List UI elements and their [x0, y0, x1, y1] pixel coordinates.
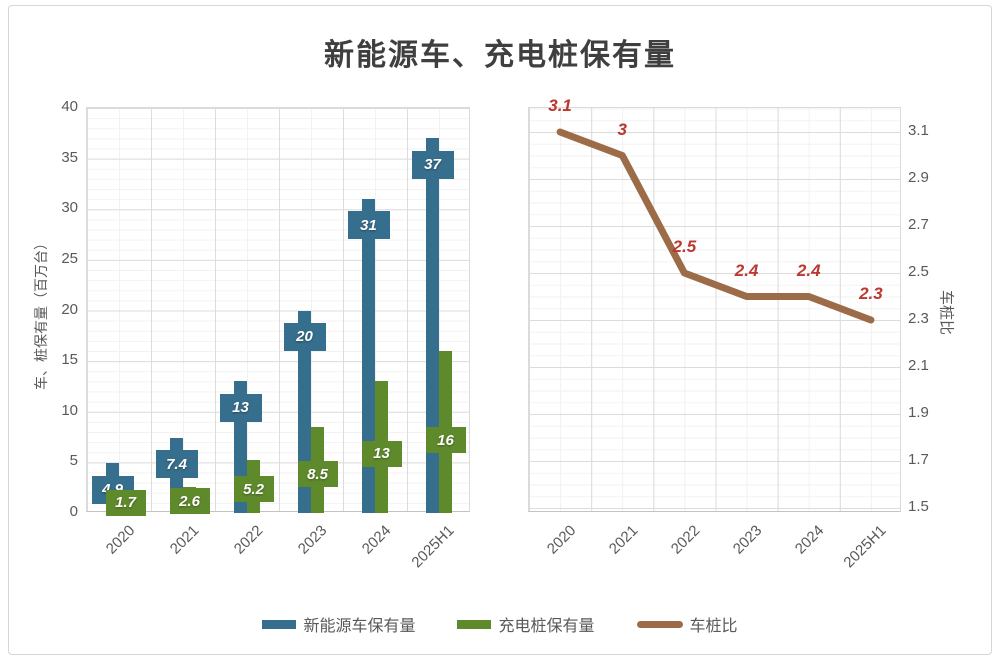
- right-y-tick-2.5: 2.5: [908, 263, 929, 280]
- bar-x-label-2024: 2024: [358, 522, 395, 558]
- left-y-tick-25: 25: [61, 249, 78, 267]
- bar-x-label-2022: 2022: [230, 522, 267, 558]
- right-y-axis-title: 车桩比: [937, 289, 955, 335]
- ev-bar-2024: [362, 199, 375, 513]
- ev-bar-value-2021: 7.4: [155, 450, 198, 479]
- line-x-label-2025H1: 2025H1: [840, 522, 890, 572]
- left-y-tick-30: 30: [61, 199, 78, 217]
- right-y-tick-1.5: 1.5: [908, 498, 929, 515]
- ratio-line-svg: [556, 128, 875, 324]
- left-y-tick-5: 5: [69, 452, 78, 470]
- ratio-value-2020: 3.1: [548, 96, 572, 115]
- legend-item-pile: 充电桩保有量: [457, 612, 595, 636]
- chart-title: 新能源车、充电桩保有量: [324, 39, 676, 72]
- ev-bar-swatch-icon: [262, 619, 297, 629]
- ratio-value-2022: 2.5: [672, 237, 697, 256]
- left-y-tick-20: 20: [61, 300, 78, 318]
- legend-label-pile: 充电桩保有量: [498, 618, 595, 635]
- pile-bar-value-2020: 1.7: [105, 489, 146, 516]
- ratio-value-2025H1: 2.3: [859, 284, 883, 303]
- right-y-tick-2.3: 2.3: [908, 310, 929, 327]
- pile-bar-value-2025H1: 16: [425, 427, 466, 454]
- left-y-tick-15: 15: [61, 351, 78, 369]
- ratio-value-2021: 3: [617, 119, 627, 139]
- pile-bar-swatch-icon: [457, 619, 492, 629]
- legend-item-ratio: 车桩比: [636, 612, 738, 636]
- legend-label-ratio: 车桩比: [689, 618, 738, 635]
- right-y-tick-1.9: 1.9: [908, 404, 929, 421]
- ratio-line-swatch-icon: [636, 620, 683, 628]
- ev-bar-value-2024: 31: [347, 211, 390, 240]
- left-y-tick-10: 10: [61, 401, 78, 419]
- line-plot-area: 3.1 3 2.5 2.4 2.4 2.3: [528, 96, 901, 512]
- chart-legend: 新能源车保有量 充电桩保有量 车桩比: [0, 612, 1000, 636]
- ratio-line: [556, 128, 875, 324]
- bar-x-label-2025H1: 2025H1: [408, 522, 459, 572]
- left-y-tick-35: 35: [61, 148, 78, 166]
- line-x-label-2020: 2020: [543, 522, 580, 558]
- bar-x-label-2023: 2023: [294, 522, 331, 558]
- line-x-label-2021: 2021: [605, 522, 642, 558]
- ev-bar-value-2022: 13: [219, 393, 262, 422]
- pile-bar-value-2022: 5.2: [233, 476, 274, 503]
- ev-bar-value-2023: 20: [283, 322, 326, 351]
- bar-x-label-2020: 2020: [102, 522, 139, 558]
- right-y-tick-1.7: 1.7: [908, 451, 929, 468]
- line-x-label-2022: 2022: [667, 522, 704, 558]
- pile-bar-value-2021: 2.6: [169, 488, 210, 515]
- legend-item-ev: 新能源车保有量: [262, 612, 415, 636]
- ratio-value-2024: 2.4: [796, 260, 821, 280]
- legend-label-ev: 新能源车保有量: [303, 618, 416, 635]
- ev-bar-value-2025H1: 37: [411, 150, 454, 179]
- bar-x-label-2021: 2021: [166, 522, 203, 558]
- line-x-label-2023: 2023: [729, 522, 766, 558]
- ratio-value-2023: 2.4: [734, 260, 759, 280]
- line-x-label-2024: 2024: [792, 522, 828, 558]
- left-y-tick-0: 0: [69, 503, 78, 520]
- left-y-tick-40: 40: [61, 98, 78, 115]
- right-y-tick-2.1: 2.1: [908, 357, 929, 374]
- right-y-tick-3.1: 3.1: [908, 122, 929, 139]
- pile-bar-value-2023: 8.5: [297, 461, 338, 488]
- pile-bar-value-2024: 13: [361, 440, 402, 467]
- right-y-tick-2.7: 2.7: [908, 216, 929, 233]
- right-y-tick-2.9: 2.9: [908, 169, 929, 186]
- ev-bar-2025H1: [426, 138, 439, 513]
